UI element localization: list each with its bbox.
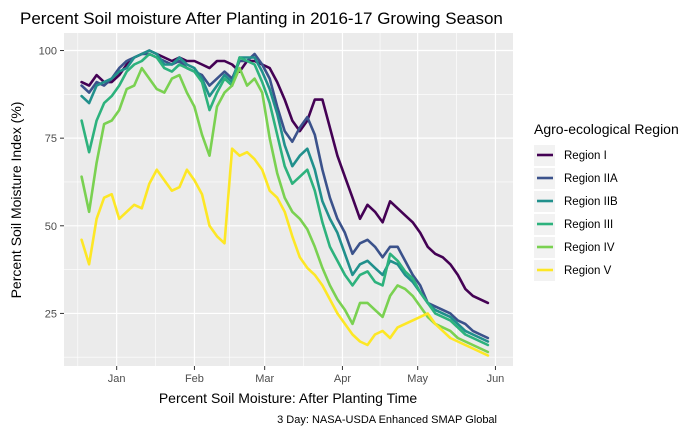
legend: Agro-ecological Region Region I Region II… (534, 121, 679, 281)
legend-label: Region I (564, 150, 607, 162)
series-lines (80, 49, 490, 357)
chart-title: Percent Soil moisture After Planting in … (20, 9, 503, 28)
x-axis-title: Percent Soil Moisture: After Planting Ti… (159, 390, 418, 406)
x-axis: Jan Feb Mar Apr May Jun (108, 366, 505, 385)
y-tick-label: 50 (45, 221, 57, 233)
series-line-region-iii (80, 52, 490, 347)
series-line-region-v (80, 147, 490, 357)
series-line-region-iv (80, 66, 490, 354)
y-axis-title: Percent Soil Moisture Index (%) (8, 102, 24, 299)
legend-title: Agro-ecological Region (534, 121, 679, 137)
legend-label: Region III (564, 219, 613, 231)
y-tick-label: 25 (45, 308, 57, 320)
x-tick-label: May (407, 373, 428, 385)
legend-label: Region V (564, 265, 612, 277)
x-tick-label: Feb (185, 373, 204, 385)
legend-label: Region IIA (564, 173, 618, 185)
y-axis: 25 50 75 100 (39, 46, 64, 320)
chart-caption: 3 Day: NASA-USDA Enhanced SMAP Global (277, 414, 497, 426)
legend-label: Region IV (564, 242, 615, 254)
x-tick-label: Jan (108, 373, 126, 385)
gridlines (64, 33, 513, 366)
x-tick-label: Mar (255, 373, 274, 385)
x-tick-label: Jun (487, 373, 505, 385)
y-tick-label: 75 (45, 133, 57, 145)
x-tick-label: Apr (334, 373, 351, 385)
y-tick-label: 100 (39, 46, 57, 58)
legend-label: Region IIB (564, 196, 618, 208)
